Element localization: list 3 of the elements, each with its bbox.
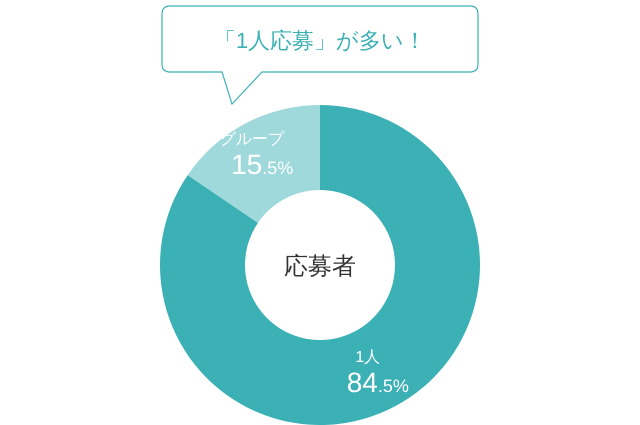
chart-title: 「1人応募」が多い！ [214,28,426,53]
title: 「1人応募」が多い！ [161,5,479,105]
center-label: 応募者 [284,253,356,280]
